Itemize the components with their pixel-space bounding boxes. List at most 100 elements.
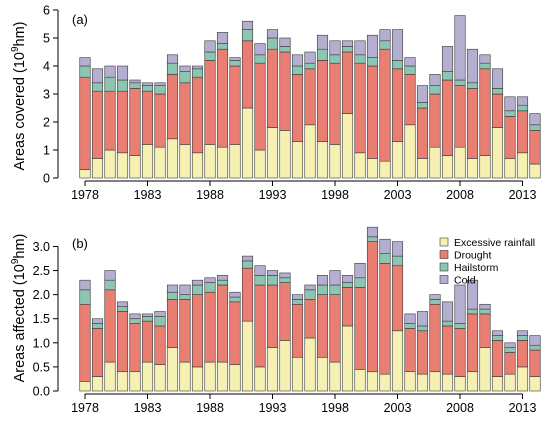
panel-a-bar-1982-excessive-rainfall: [129, 155, 141, 179]
panel-b-bar-1993-cold: [266, 270, 279, 276]
panel-a-bar-1981-hailstorm: [116, 79, 129, 92]
panel-b-bar-2014-excessive-rainfall: [529, 376, 541, 392]
panel-a-bar-2001-hailstorm: [366, 57, 379, 67]
panel-b-bar-2011-cold: [491, 330, 504, 336]
panel-a-bar-2005-cold: [416, 85, 429, 103]
panel-b-bar-1978-cold: [79, 279, 91, 291]
panel-b-bar-1983-cold: [141, 313, 154, 317]
panel-a-bar-1989-drought: [216, 48, 229, 148]
panel-b-bar-2002-hailstorm: [379, 253, 391, 264]
panel-a-bar-1990-hailstorm: [229, 60, 241, 67]
panel-b-x-tick-label: 2003: [384, 401, 412, 415]
panel-a-bar-2003-cold: [391, 29, 404, 61]
panel-b-bar-1998-hailstorm: [329, 284, 341, 295]
panel-b-bar-2007-drought: [441, 325, 454, 375]
panel-b-bar-1996-cold: [304, 284, 316, 291]
panel-a-bar-2008-cold: [454, 15, 466, 81]
panel-b-areas-affected: (b) Areas affected (109hm) 0.0 0.5 1.0 1.5 2…: [10, 226, 541, 415]
panel-b-bar-1989-cold: [216, 275, 229, 281]
panel-b-bar-1991-excessive-rainfall: [241, 320, 254, 392]
panel-a-bar-2004-hailstorm: [404, 65, 416, 75]
panel-a-bar-1990-cold: [229, 57, 241, 61]
panel-b-bar-2004-cold: [404, 313, 416, 324]
panel-b-bar-2000-excessive-rainfall: [354, 369, 366, 392]
panel-b-x-tick-label: 1998: [321, 401, 349, 415]
panel-b-bar-2013-excessive-rainfall: [516, 366, 529, 392]
panel-b-bar-1996-drought: [304, 299, 316, 339]
panel-b-bar-2000-cold: [354, 263, 366, 279]
panel-a-bar-2000-cold: [354, 40, 366, 56]
panel-b-bar-1993-excessive-rainfall: [266, 347, 279, 392]
panel-a-bar-2012-excessive-rainfall: [504, 158, 516, 179]
panel-b-bar-1980-cold: [104, 270, 116, 281]
panel-a-bar-1993-excessive-rainfall: [266, 127, 279, 179]
panel-b-bar-1992-excessive-rainfall: [254, 366, 266, 392]
panel-b-bar-1989-excessive-rainfall: [216, 361, 229, 392]
panel-b-bar-1984-hailstorm: [154, 316, 166, 327]
panel-a-y-tick-label: 5: [43, 32, 50, 46]
panel-b-bar-2005-cold: [416, 311, 429, 327]
panel-a-bar-2008-hailstorm: [454, 79, 466, 86]
panel-a-y-tick-label: 2: [43, 116, 50, 130]
panel-b-bar-2013-cold: [516, 330, 529, 336]
panel-a-bar-1986-drought: [179, 82, 191, 145]
panel-b-bar-1982-hailstorm: [129, 318, 141, 324]
panel-b-bar-1984-drought: [154, 325, 166, 365]
panel-a-bar-1979-hailstorm: [91, 82, 104, 92]
panel-a-bar-2011-excessive-rainfall: [491, 127, 504, 179]
panel-b-bar-1985-excessive-rainfall: [166, 347, 179, 392]
panel-b-bar-1979-drought: [91, 328, 104, 377]
panel-b-bar-2009-drought: [466, 313, 479, 373]
panel-a-bar-1994-drought: [279, 51, 291, 131]
panel-a-bar-1981-drought: [116, 90, 129, 154]
panel-b-bar-1990-excessive-rainfall: [229, 364, 241, 392]
panel-a-bar-2000-drought: [354, 62, 366, 154]
panel-a-bar-1998-excessive-rainfall: [329, 144, 341, 179]
panel-b-bar-1988-drought: [204, 291, 216, 363]
panel-a-bar-1989-hailstorm: [216, 43, 229, 50]
panel-b-bar-1986-drought: [179, 299, 191, 363]
panel-b-bar-2010-hailstorm: [479, 308, 491, 315]
panel-a-bar-1994-hailstorm: [279, 46, 291, 53]
panel-b-bar-2006-drought: [429, 303, 441, 373]
panel-a-axes: 0 1 2 3 4 5 6 1978 1983 1988 1993 1998 2003 2008 2013: [43, 4, 536, 203]
panel-b-bar-2008-hailstorm: [454, 323, 466, 329]
panel-b-bars: [79, 226, 541, 392]
panel-a-bar-2006-drought: [429, 93, 441, 148]
panel-a-bar-1994-excessive-rainfall: [279, 130, 291, 179]
panel-a-bar-1983-hailstorm: [141, 85, 154, 92]
panel-a-bar-1979-drought: [91, 90, 104, 159]
panel-a-bar-2005-excessive-rainfall: [416, 158, 429, 179]
panel-b-bar-2007-hailstorm: [441, 320, 454, 327]
panel-a-bar-2000-excessive-rainfall: [354, 152, 366, 179]
panel-a-bar-2012-cold: [504, 96, 516, 112]
legend-swatch-cold: [439, 275, 449, 284]
panel-a-bar-1978-cold: [79, 57, 91, 67]
panel-a-bar-2006-hailstorm: [429, 85, 441, 95]
panel-b-y-tick-label: 2.0: [33, 288, 50, 302]
panel-b-bar-1987-cold: [191, 279, 204, 286]
panel-b-bar-1995-cold: [291, 294, 304, 300]
panel-b-bar-1994-cold: [279, 272, 291, 279]
panel-b-bar-1981-cold: [116, 301, 129, 307]
panel-a-bar-2012-hailstorm: [504, 110, 516, 117]
panel-a-bar-1985-drought: [166, 74, 179, 140]
panel-b-bar-1999-drought: [341, 287, 354, 327]
panel-a-bar-1997-drought: [316, 60, 329, 142]
panel-a-x-tick-label: 2008: [446, 188, 474, 202]
panel-b-bar-1988-cold: [204, 277, 216, 283]
panel-b-bar-1997-cold: [316, 275, 329, 286]
panel-b-bar-1978-hailstorm: [79, 289, 91, 305]
panel-b-bar-2004-hailstorm: [404, 323, 416, 329]
legend-label-excessive-rainfall: Excessive rainfall: [454, 237, 535, 249]
panel-b-bar-1988-hailstorm: [204, 282, 216, 293]
panel-a-bar-1996-cold: [304, 51, 316, 64]
panel-b-bar-2003-drought: [391, 265, 404, 332]
panel-b-bar-2013-drought: [516, 340, 529, 368]
panel-a-bar-2003-excessive-rainfall: [391, 141, 404, 179]
panel-b-bar-2007-excessive-rainfall: [441, 373, 454, 392]
panel-a-bar-2001-cold: [366, 34, 379, 58]
panel-a-bar-2014-excessive-rainfall: [529, 163, 541, 179]
panel-a-bar-1989-excessive-rainfall: [216, 146, 229, 179]
panel-b-bar-2006-excessive-rainfall: [429, 371, 441, 392]
